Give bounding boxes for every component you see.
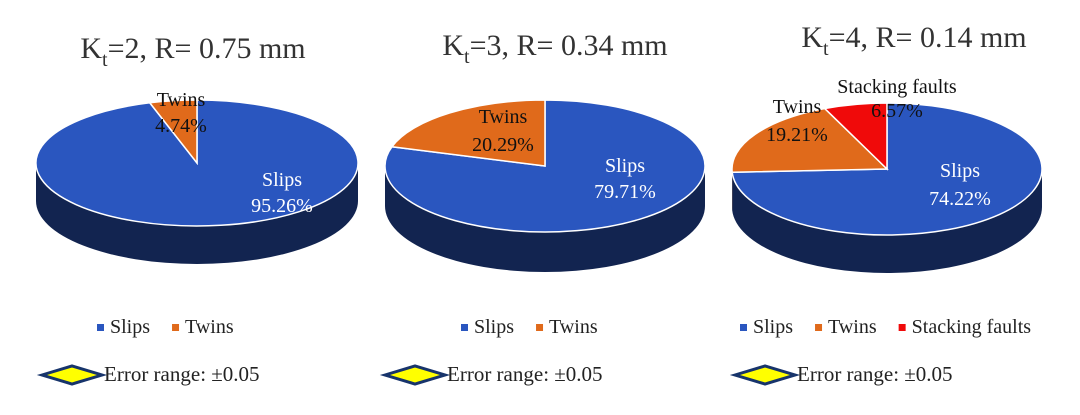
data-label-value-slips: 95.26% bbox=[251, 195, 313, 217]
data-label-category-slips: Slips bbox=[262, 169, 302, 191]
legend-swatch-slips bbox=[740, 324, 747, 331]
pie-side-slips bbox=[732, 169, 1042, 274]
chart-title: Kt=3, R= 0.34 mm bbox=[442, 29, 667, 68]
chart-title-rest: =3, R= 0.34 mm bbox=[470, 29, 668, 62]
data-label-category-slips: Slips bbox=[940, 160, 980, 182]
legend-swatch-stacking-faults bbox=[898, 324, 906, 331]
legend-swatch-twins bbox=[536, 324, 544, 331]
chart-title-main: K bbox=[801, 21, 823, 54]
error-range-marker-icon bbox=[36, 364, 108, 386]
error-range-text: Error range: ±0.05 bbox=[447, 362, 603, 386]
chart-title-main: K bbox=[442, 29, 464, 62]
legend-label-slips: Slips bbox=[753, 316, 793, 338]
legend-label-slips: Slips bbox=[474, 316, 514, 338]
chart-title: Kt=2, R= 0.75 mm bbox=[80, 32, 305, 71]
chart-title-subscript: t bbox=[102, 49, 108, 71]
chart-title-subscript: t bbox=[823, 38, 829, 60]
error-range-marker-icon bbox=[379, 364, 451, 386]
legend-swatch-twins bbox=[815, 324, 823, 331]
pie-slice-twins bbox=[731, 107, 889, 173]
legend-swatch-twins bbox=[172, 324, 180, 331]
pie-chart-1: Kt=2, R= 0.75 mm Slips 95.26% Twins 4.74% Sli… bbox=[35, 32, 359, 386]
pie-side-slips bbox=[36, 163, 358, 264]
data-label-value-stacking-faults: 6.57% bbox=[871, 100, 923, 122]
data-label-value-slips: 74.22% bbox=[929, 188, 991, 210]
data-label-category-slips: Slips bbox=[605, 155, 645, 177]
data-label-category-twins: Twins bbox=[157, 89, 206, 111]
pie-slice-twins bbox=[148, 99, 198, 166]
legend-label-twins: Twins bbox=[828, 316, 877, 338]
pie-side-slips bbox=[385, 166, 705, 272]
pie-chart-3: Kt=4, R= 0.14 mm Slips 74.22% Twins 19.21% St… bbox=[729, 21, 1043, 386]
chart-title-rest: =4, R= 0.14 mm bbox=[829, 21, 1027, 54]
legend-swatch-slips bbox=[97, 324, 104, 331]
legend-label-slips: Slips bbox=[110, 316, 150, 338]
legend-swatch-slips bbox=[461, 324, 468, 331]
chart-title-subscript: t bbox=[464, 46, 470, 68]
error-range-text: Error range: ±0.05 bbox=[797, 362, 953, 386]
data-label-value-slips: 79.71% bbox=[594, 181, 656, 203]
legend-label-stacking-faults: Stacking faults bbox=[912, 316, 1032, 338]
chart-title: Kt=4, R= 0.14 mm bbox=[801, 21, 1026, 60]
chart-title-rest: =2, R= 0.75 mm bbox=[108, 32, 306, 65]
data-label-value-twins: 4.74% bbox=[155, 115, 207, 137]
error-range-marker-icon bbox=[729, 364, 801, 386]
data-label-category-twins: Twins bbox=[479, 106, 528, 128]
data-label-value-twins: 20.29% bbox=[472, 134, 534, 156]
legend-label-twins: Twins bbox=[185, 316, 234, 338]
data-label-category-twins: Twins bbox=[773, 96, 822, 118]
error-range-text: Error range: ±0.05 bbox=[104, 362, 260, 386]
chart-title-main: K bbox=[80, 32, 102, 65]
pie-chart-2: Kt=3, R= 0.34 mm Slips 79.71% Twins 20.29% Sl… bbox=[379, 29, 706, 386]
data-label-value-twins: 19.21% bbox=[766, 124, 828, 146]
pie-slice-stacking-faults bbox=[823, 102, 888, 171]
legend-label-twins: Twins bbox=[549, 316, 598, 338]
data-label-category-stacking-faults: Stacking faults bbox=[837, 76, 957, 98]
pie-slice-twins bbox=[390, 99, 546, 167]
